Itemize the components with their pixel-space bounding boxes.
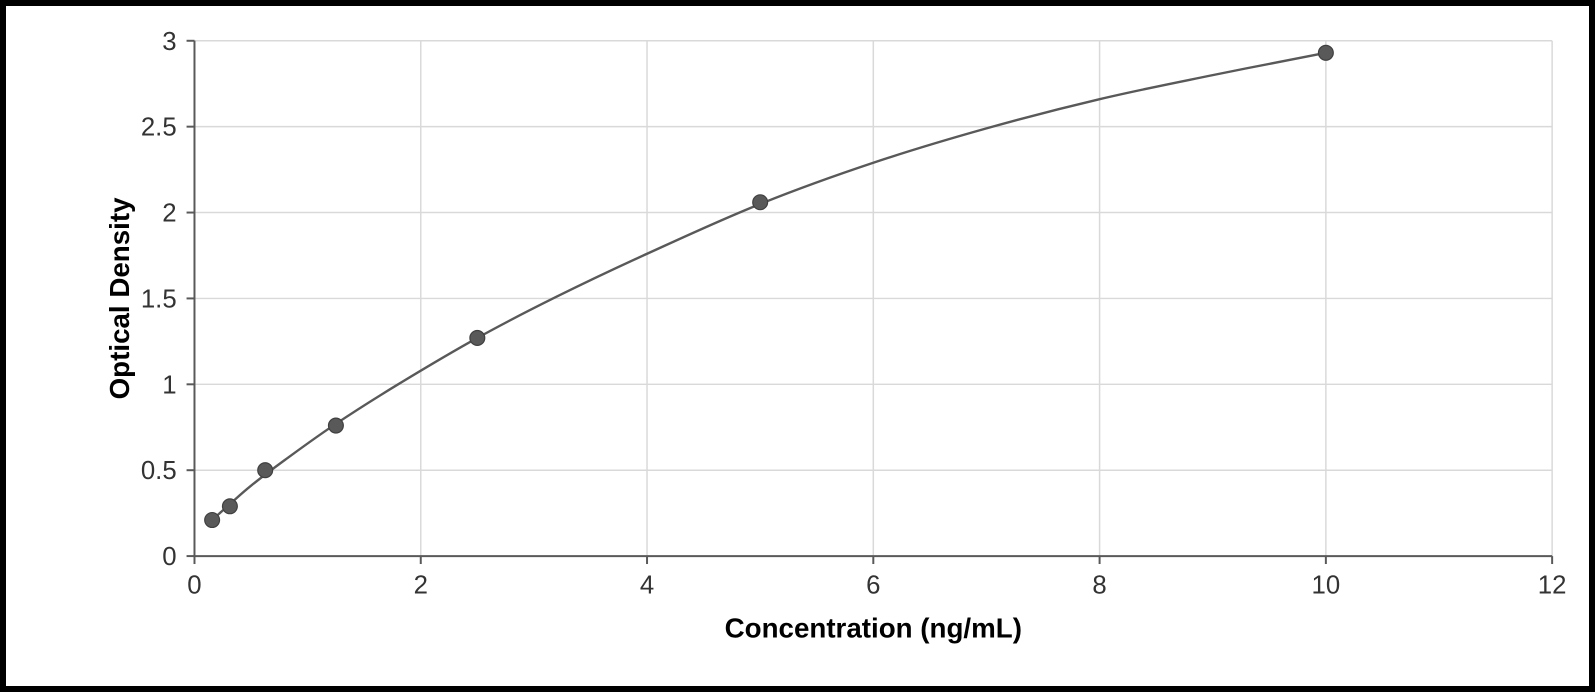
- data-point: [222, 499, 237, 514]
- data-point: [1318, 45, 1333, 60]
- standard-curve-chart: 0 2 4 6 8 10 12 0 0.5 1 1.5 2 2.5 3 Concentration (ng/…: [18, 16, 1577, 676]
- data-point: [258, 463, 273, 478]
- y-tick-label: 1: [162, 371, 176, 399]
- data-point: [205, 513, 220, 528]
- data-point: [328, 418, 343, 433]
- x-tick-label: 12: [1538, 572, 1567, 600]
- x-tick-label: 8: [1092, 572, 1106, 600]
- chart-frame: 0 2 4 6 8 10 12 0 0.5 1 1.5 2 2.5 3 Concentration (ng/…: [0, 0, 1595, 692]
- data-point: [753, 195, 768, 210]
- y-axis-title: Optical Density: [104, 197, 135, 399]
- y-tick-label: 2.5: [141, 114, 177, 142]
- x-tick-label: 2: [414, 572, 428, 600]
- y-tick-label: 2: [162, 200, 176, 228]
- chart-background: [21, 16, 1574, 676]
- y-tick-label: 0: [162, 543, 176, 571]
- x-tick-label: 0: [187, 572, 201, 600]
- x-tick-label: 10: [1312, 572, 1341, 600]
- y-tick-label: 0.5: [141, 457, 177, 485]
- data-point: [470, 331, 485, 346]
- y-tick-label: 1.5: [141, 285, 177, 313]
- x-tick-label: 6: [866, 572, 880, 600]
- x-tick-label: 4: [640, 572, 654, 600]
- y-tick-label: 3: [162, 28, 176, 56]
- x-axis-title: Concentration (ng/mL): [725, 612, 1022, 643]
